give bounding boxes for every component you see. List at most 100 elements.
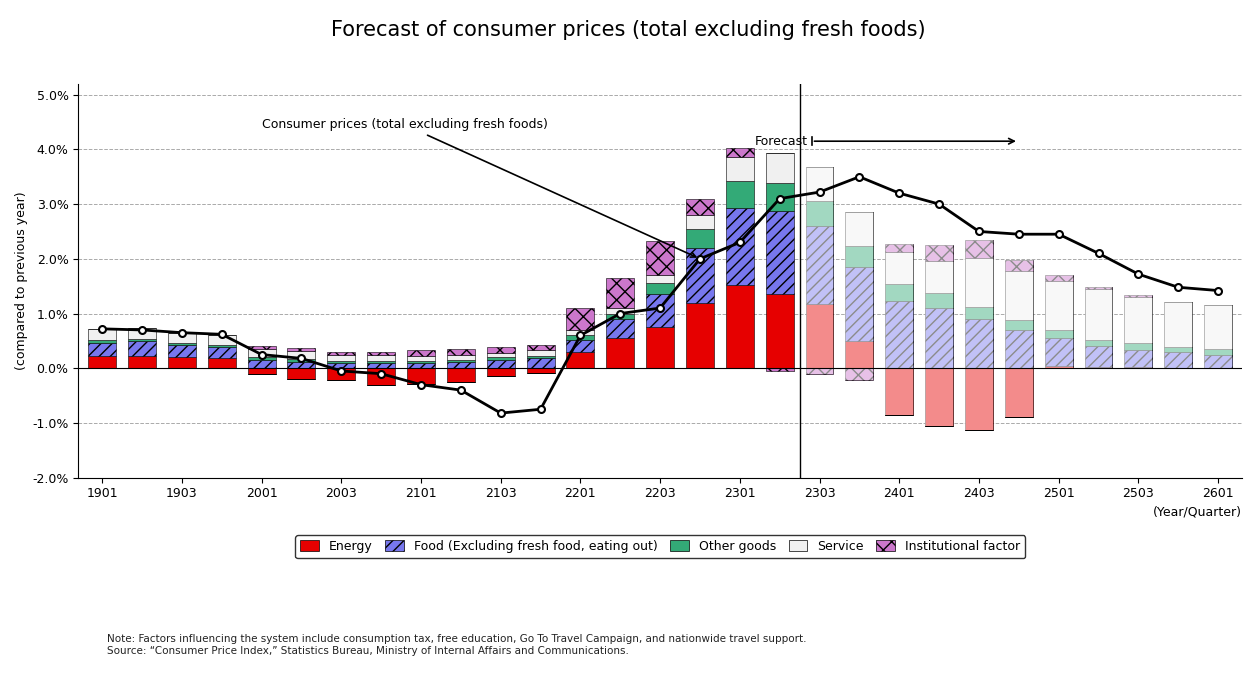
Bar [925, 308, 953, 369]
Bar [885, 252, 913, 284]
Bar [207, 345, 235, 348]
Bar [606, 278, 635, 308]
Bar [1045, 281, 1072, 330]
Bar [248, 357, 275, 360]
Bar [1164, 302, 1192, 347]
Bar [486, 357, 514, 360]
Bar [207, 335, 235, 345]
Bar [486, 369, 514, 377]
Bar [806, 167, 833, 201]
Bar [646, 241, 674, 275]
Bar [567, 340, 595, 352]
Bar [367, 354, 395, 361]
Text: Note: Factors influencing the system include consumption tax, free education, Go: Note: Factors influencing the system inc… [107, 634, 806, 656]
Bar [567, 335, 595, 340]
Text: Forecast: Forecast [754, 135, 807, 148]
Bar [646, 284, 674, 294]
Bar [486, 353, 514, 357]
Bar [327, 369, 356, 380]
Bar [1004, 369, 1033, 417]
Bar [1004, 271, 1033, 320]
Bar [1085, 367, 1112, 369]
Bar [88, 329, 116, 340]
Bar [806, 167, 833, 201]
Bar [686, 215, 714, 229]
Bar [925, 293, 953, 308]
Bar [725, 181, 754, 209]
Bar [1045, 330, 1072, 338]
Bar [1085, 367, 1112, 369]
Bar [447, 354, 475, 360]
Bar [527, 358, 554, 369]
Bar [925, 244, 953, 261]
Bar [248, 346, 275, 349]
Bar [248, 360, 275, 369]
Bar [766, 183, 793, 211]
Bar [806, 304, 833, 369]
Bar [447, 369, 475, 382]
Bar [606, 319, 635, 338]
Bar [527, 369, 554, 373]
Bar [1125, 296, 1153, 343]
Bar [367, 369, 395, 385]
Bar [846, 267, 874, 341]
Bar [327, 362, 356, 369]
Bar [527, 356, 554, 358]
Bar [327, 361, 356, 362]
Bar [646, 275, 674, 284]
Bar [407, 350, 435, 356]
Bar [846, 341, 874, 369]
Bar [367, 352, 395, 354]
Bar [327, 354, 356, 361]
Bar [1004, 330, 1033, 369]
Bar [128, 342, 156, 356]
Y-axis label: (compared to previous year): (compared to previous year) [15, 192, 28, 370]
Bar [1004, 320, 1033, 330]
Bar [168, 333, 196, 342]
Bar [806, 201, 833, 226]
Bar [885, 244, 913, 252]
Bar [1204, 349, 1232, 354]
Bar [407, 362, 435, 369]
Bar [965, 319, 993, 369]
Bar [725, 148, 754, 157]
Bar [606, 313, 635, 319]
Bar [288, 348, 316, 351]
Bar [846, 369, 874, 380]
Bar [1085, 287, 1112, 290]
Bar [686, 229, 714, 248]
Bar [168, 357, 196, 369]
Bar [965, 258, 993, 307]
Bar [1085, 290, 1112, 340]
Bar [1164, 347, 1192, 352]
Bar [885, 369, 913, 414]
Bar [1045, 365, 1072, 369]
Bar [885, 302, 913, 369]
Bar [1045, 338, 1072, 365]
Bar [1125, 350, 1153, 367]
Bar [1164, 302, 1192, 347]
Bar [1045, 330, 1072, 338]
X-axis label: (Year/Quarter): (Year/Quarter) [1153, 506, 1242, 519]
Bar [88, 340, 116, 342]
Bar [806, 369, 833, 374]
Bar [846, 267, 874, 341]
Text: Forecast of consumer prices (total excluding fresh foods): Forecast of consumer prices (total exclu… [331, 20, 926, 40]
Bar [885, 369, 913, 414]
Bar [1085, 346, 1112, 367]
Bar [925, 308, 953, 369]
Bar [725, 209, 754, 285]
Bar [288, 351, 316, 359]
Bar [1004, 320, 1033, 330]
Bar [447, 360, 475, 362]
Bar [1045, 365, 1072, 369]
Bar [686, 248, 714, 302]
Bar [885, 244, 913, 252]
Bar [567, 330, 595, 335]
Bar [1204, 349, 1232, 354]
Bar [1085, 346, 1112, 367]
Bar [686, 302, 714, 369]
Bar [1004, 271, 1033, 320]
Bar [288, 369, 316, 379]
Bar [766, 211, 793, 294]
